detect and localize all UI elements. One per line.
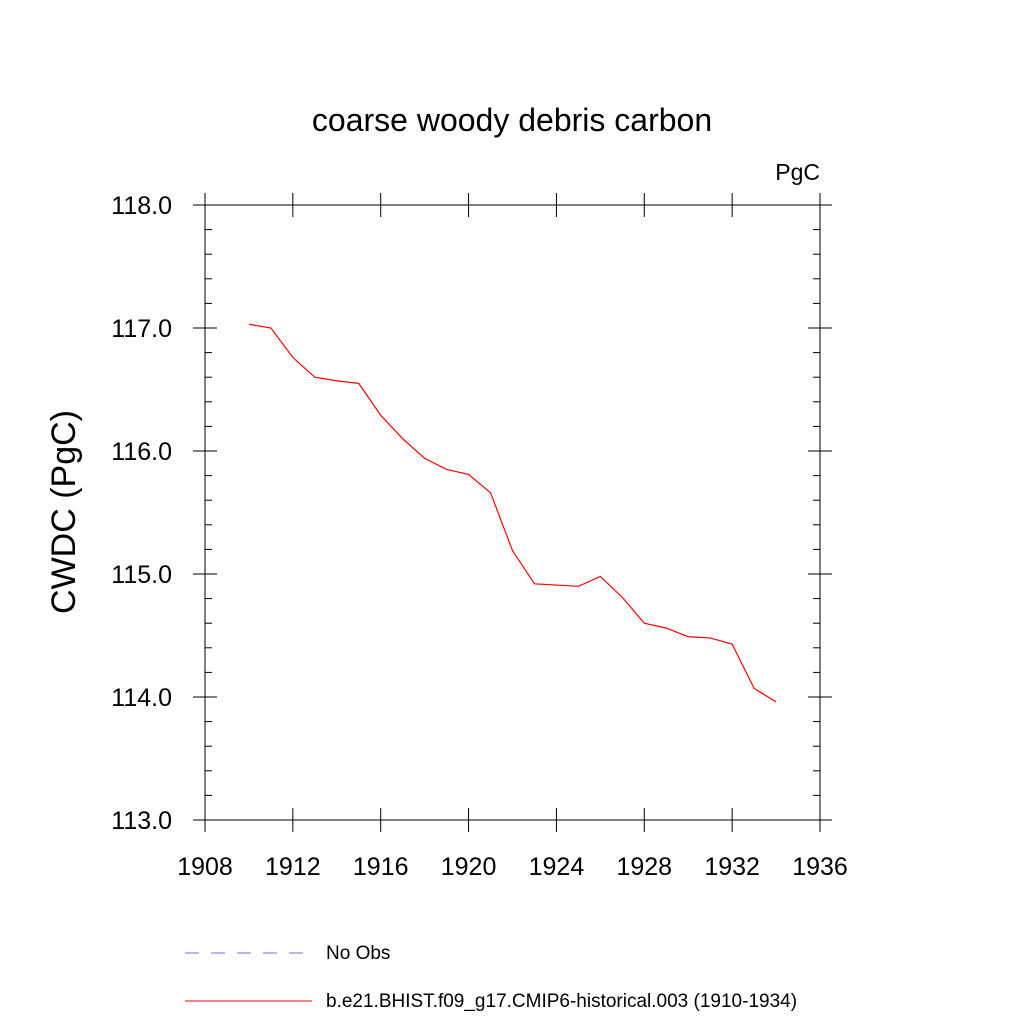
x-tick-label: 1928: [616, 853, 672, 881]
x-tick-label: 1924: [529, 853, 585, 881]
axis-ticks: 1908 1912 1916 1920 1924 1928 1932 1936 113.0 114…: [111, 192, 848, 881]
legend-label-0: No Obs: [326, 943, 390, 964]
y-tick-label: 115.0: [111, 561, 172, 589]
y-tick-label: 118.0: [111, 192, 172, 220]
x-tick-label: 1920: [441, 853, 497, 881]
series-line-1: [248, 323, 777, 703]
legend-label-1: b.e21.BHIST.f09_g17.CMIP6-historical.003…: [326, 991, 797, 1012]
units-label: PgC: [775, 159, 820, 185]
series-layer: [248, 323, 777, 703]
x-tick-label: 1908: [177, 853, 233, 881]
y-tick-label: 117.0: [111, 315, 172, 343]
x-tick-label: 1916: [353, 853, 409, 881]
y-axis-label: CWDC (PgC): [45, 410, 83, 614]
y-tick-label: 114.0: [111, 684, 172, 712]
y-tick-label: 116.0: [111, 438, 172, 466]
chart-title: coarse woody debris carbon: [312, 102, 712, 138]
x-tick-label: 1912: [265, 853, 321, 881]
plot-frame: [204, 204, 821, 821]
legend: No Obs b.e21.BHIST.f09_g17.CMIP6-historic…: [185, 943, 797, 1012]
x-tick-label: 1936: [792, 853, 848, 881]
x-tick-label: 1932: [704, 853, 760, 881]
y-tick-label: 113.0: [111, 807, 172, 835]
